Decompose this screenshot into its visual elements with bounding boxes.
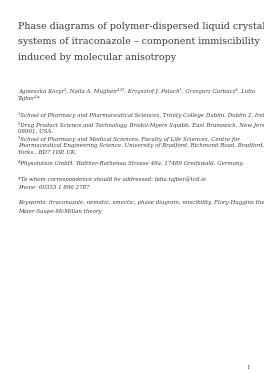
Text: ¹School of Pharmacy and Pharmaceutical Sciences, Trinity College Dublin, Dublin : ¹School of Pharmacy and Pharmaceutical S… <box>18 112 264 118</box>
Text: *To whom correspondence should be addressed: lidia.tajber@tcd.ie: *To whom correspondence should be addres… <box>18 176 206 182</box>
Text: Pharmaceutical Engineering Science, University of Bradford, Richmond Road, Bradf: Pharmaceutical Engineering Science, Univ… <box>18 143 264 148</box>
Text: Phase diagrams of polymer-dispersed liquid crystal: Phase diagrams of polymer-dispersed liqu… <box>18 22 264 31</box>
Text: 1: 1 <box>247 365 250 370</box>
Text: ²Drug Product Science and Technology, Bristol-Myers Squibb, East Brunswick, New : ²Drug Product Science and Technology, Br… <box>18 122 264 128</box>
Text: Agnieszka Kozyr¹, Naila A. Mugheir¹²³, Krzysztof J. Paluch¹, Grzegorz Garbacz⁴, : Agnieszka Kozyr¹, Naila A. Mugheir¹²³, K… <box>18 88 255 94</box>
Text: Phone: 00353 1 896 2787: Phone: 00353 1 896 2787 <box>18 185 89 190</box>
Text: Maier-Saupe-McMillan theory: Maier-Saupe-McMillan theory <box>18 209 102 214</box>
Text: Tajber¹*: Tajber¹* <box>18 95 41 101</box>
Text: 08901, USA.: 08901, USA. <box>18 128 53 133</box>
Text: Yorks., BD7 1DP, UK.: Yorks., BD7 1DP, UK. <box>18 150 77 155</box>
Text: induced by molecular anisotropy: induced by molecular anisotropy <box>18 53 176 62</box>
Text: Keywords: itraconazole, nematic, smectic, phase diagram, miscibility, Flory-Hugg: Keywords: itraconazole, nematic, smectic… <box>18 200 264 206</box>
Text: ⁴Physolution GmbH, Walther-Rathenau Strasse 49a, 17489 Greifswald, Germany.: ⁴Physolution GmbH, Walther-Rathenau Stra… <box>18 160 244 166</box>
Text: systems of itraconazole – component immiscibility: systems of itraconazole – component immi… <box>18 38 260 47</box>
Text: ³School of Pharmacy and Medical Sciences, Faculty of Life Sciences, Centre for: ³School of Pharmacy and Medical Sciences… <box>18 137 240 142</box>
